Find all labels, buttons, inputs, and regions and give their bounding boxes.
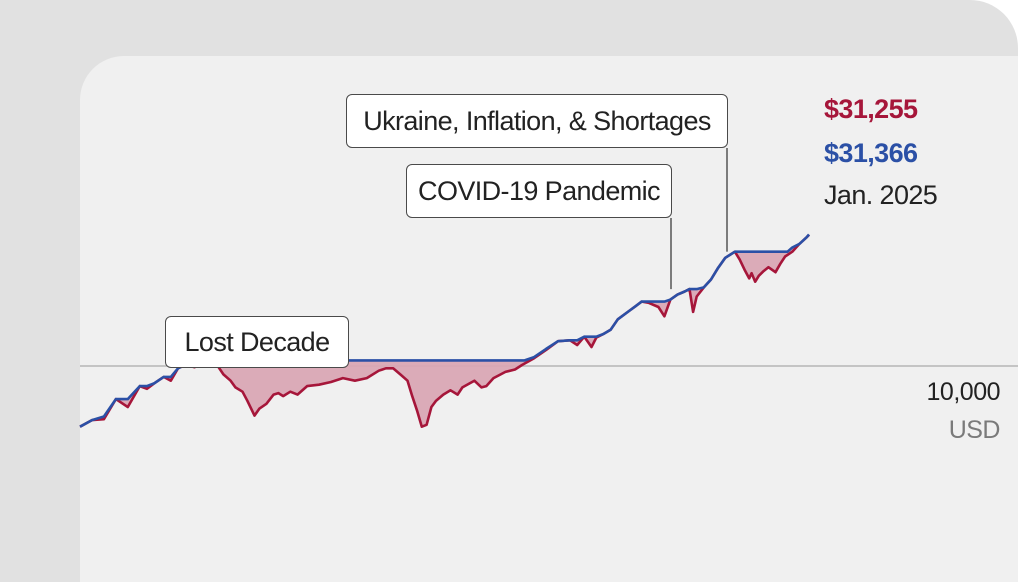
drawdown-area-group [80,234,809,427]
callout-lost-decade-label: Lost Decade [184,326,331,357]
callout-leaders-group [670,148,728,290]
callout-ukraine-label: Ukraine, Inflation, & Shortages [363,105,711,136]
callout-covid: COVID-19 Pandemic [406,164,672,218]
end-value-peak: $31,366 [824,138,918,168]
callout-lost-decade: Lost Decade [165,316,349,368]
callout-ukraine: Ukraine, Inflation, & Shortages [346,94,728,148]
series-lines-group [79,233,811,428]
end-date-label: Jan. 2025 [824,180,938,210]
reference-unit-label: USD [948,416,1001,444]
end-value-actual: $31,255 [824,94,918,124]
series-line-peak [79,233,811,428]
drawdown-area [80,234,809,427]
callout-covid-label: COVID-19 Pandemic [418,175,661,206]
reference-value-label: 10,000 [926,378,1001,406]
